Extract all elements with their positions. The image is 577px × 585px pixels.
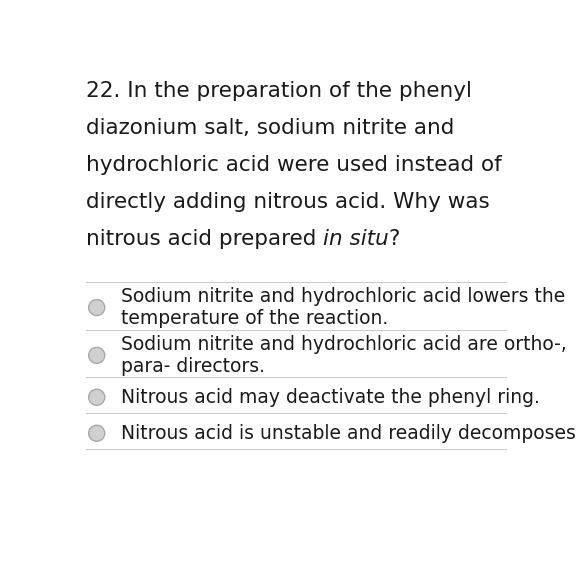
Text: Sodium nitrite and hydrochloric acid lowers the: Sodium nitrite and hydrochloric acid low… xyxy=(121,287,565,307)
Text: Sodium nitrite and hydrochloric acid are ortho-,: Sodium nitrite and hydrochloric acid are… xyxy=(121,335,567,354)
Text: 22. In the preparation of the phenyl: 22. In the preparation of the phenyl xyxy=(85,81,471,101)
Text: directly adding nitrous acid. Why was: directly adding nitrous acid. Why was xyxy=(85,192,489,212)
Text: para- directors.: para- directors. xyxy=(121,357,265,376)
Text: Nitrous acid is unstable and readily decomposes.: Nitrous acid is unstable and readily dec… xyxy=(121,424,577,443)
Text: in situ: in situ xyxy=(323,229,388,249)
Text: nitrous acid prepared: nitrous acid prepared xyxy=(85,229,323,249)
Ellipse shape xyxy=(89,347,105,363)
Text: Nitrous acid may deactivate the phenyl ring.: Nitrous acid may deactivate the phenyl r… xyxy=(121,388,540,407)
Ellipse shape xyxy=(89,389,105,405)
Text: hydrochloric acid were used instead of: hydrochloric acid were used instead of xyxy=(85,156,501,176)
Ellipse shape xyxy=(89,300,105,315)
Text: ?: ? xyxy=(388,229,400,249)
Text: diazonium salt, sodium nitrite and: diazonium salt, sodium nitrite and xyxy=(85,118,454,139)
Text: temperature of the reaction.: temperature of the reaction. xyxy=(121,309,388,328)
Ellipse shape xyxy=(89,425,105,441)
